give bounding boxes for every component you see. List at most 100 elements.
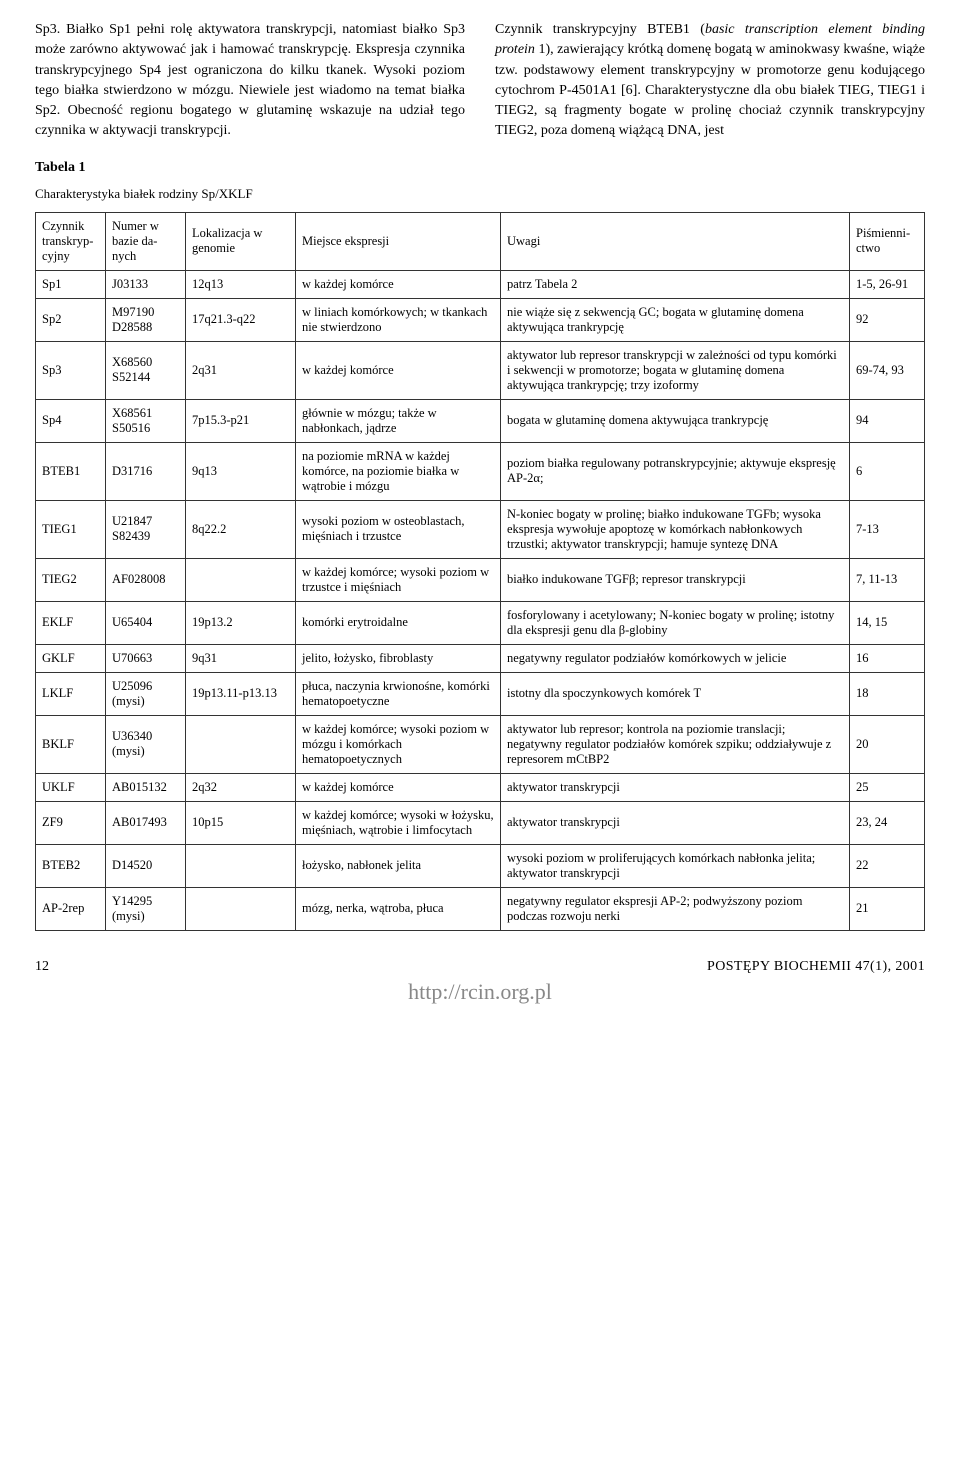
table-cell: 18 [850, 672, 925, 715]
characteristics-table: Czynnik transkryp-cyjny Numer w bazie da… [35, 212, 925, 931]
table-row: BTEB2D14520 łożysko, nabłonek jelitawysok… [36, 844, 925, 887]
table-cell: AP-2rep [36, 887, 106, 930]
table-cell: komórki erytroidalne [296, 601, 501, 644]
table-cell [186, 887, 296, 930]
table-cell: wysoki poziom w osteoblastach, mięśniach… [296, 500, 501, 558]
table-cell: ZF9 [36, 801, 106, 844]
th-factor: Czynnik transkryp-cyjny [36, 212, 106, 270]
table-cell: w liniach komórkowych; w tkankach nie st… [296, 298, 501, 341]
table-cell: 25 [850, 773, 925, 801]
table-cell: 12q13 [186, 270, 296, 298]
table-cell: 7p15.3-p21 [186, 399, 296, 442]
table-cell: 2q31 [186, 341, 296, 399]
table-cell: 2q32 [186, 773, 296, 801]
th-expression: Miejsce ekspresji [296, 212, 501, 270]
table-cell: AF028008 [106, 558, 186, 601]
table-cell: negatywny regulator ekspresji AP-2; podw… [501, 887, 850, 930]
table-cell: 7-13 [850, 500, 925, 558]
table-cell: Sp2 [36, 298, 106, 341]
table-cell: J03133 [106, 270, 186, 298]
table-cell: 7, 11-13 [850, 558, 925, 601]
table-cell: jelito, łożysko, fibroblasty [296, 644, 501, 672]
table-cell: X68560 S52144 [106, 341, 186, 399]
table-caption: Charakterystyka białek rodziny Sp/XKLF [35, 186, 925, 202]
table-row: AP-2repY14295 (mysi)mózg, nerka, wątroba… [36, 887, 925, 930]
table-row: Sp4X68561 S505167p15.3-p21głównie w mózg… [36, 399, 925, 442]
table-cell: fosforylowany i acetylowany; N-koniec bo… [501, 601, 850, 644]
table-cell: AB015132 [106, 773, 186, 801]
left-column: Sp3. Białko Sp1 pełni rolę aktywatora tr… [35, 20, 465, 142]
table-row: TIEG1U21847 S824398q22.2wysoki poziom w … [36, 500, 925, 558]
table-cell: 17q21.3-q22 [186, 298, 296, 341]
table-cell: Sp4 [36, 399, 106, 442]
table-cell: 14, 15 [850, 601, 925, 644]
table-cell: U21847 S82439 [106, 500, 186, 558]
table-cell: nie wiąże się z sekwencją GC; bogata w g… [501, 298, 850, 341]
table-cell: U65404 [106, 601, 186, 644]
table-row: LKLFU25096 (mysi)19p13.11-p13.13płuca, n… [36, 672, 925, 715]
table-cell [186, 558, 296, 601]
table-cell: 6 [850, 442, 925, 500]
intro-columns: Sp3. Białko Sp1 pełni rolę aktywatora tr… [35, 20, 925, 142]
table-cell: 94 [850, 399, 925, 442]
table-cell: X68561 S50516 [106, 399, 186, 442]
table-cell: 69-74, 93 [850, 341, 925, 399]
table-cell: aktywator transkrypcji [501, 801, 850, 844]
table-cell: w każdej komórce; wysoki poziom w trzust… [296, 558, 501, 601]
table-cell: U25096 (mysi) [106, 672, 186, 715]
table-cell: na poziomie mRNA w każdej komórce, na po… [296, 442, 501, 500]
table-cell: BTEB2 [36, 844, 106, 887]
table-cell: aktywator transkrypcji [501, 773, 850, 801]
table-cell: LKLF [36, 672, 106, 715]
table-cell: EKLF [36, 601, 106, 644]
table-row: BTEB1D317169q13na poziomie mRNA w każdej… [36, 442, 925, 500]
right-paragraph-pre: Czynnik transkrypcyjny BTEB1 ( [495, 22, 705, 37]
table-cell: wysoki poziom w proliferujących komórkac… [501, 844, 850, 887]
table-cell: 19p13.2 [186, 601, 296, 644]
table-cell: łożysko, nabłonek jelita [296, 844, 501, 887]
page-number: 12 [35, 959, 49, 975]
table-cell: w każdej komórce [296, 341, 501, 399]
watermark-url: http://rcin.org.pl [35, 979, 925, 1005]
table-cell: 9q13 [186, 442, 296, 500]
table-cell: AB017493 [106, 801, 186, 844]
table-cell: U36340 (mysi) [106, 715, 186, 773]
left-paragraph: Sp3. Białko Sp1 pełni rolę aktywatora tr… [35, 22, 465, 138]
table-cell: mózg, nerka, wątroba, płuca [296, 887, 501, 930]
table-cell: aktywator lub represor transkrypcji w za… [501, 341, 850, 399]
table-cell: Sp1 [36, 270, 106, 298]
table-row: ZF9AB01749310p15w każdej komórce; wysoki… [36, 801, 925, 844]
table-cell: 23, 24 [850, 801, 925, 844]
table-row: Sp2M97190 D2858817q21.3-q22w liniach kom… [36, 298, 925, 341]
table-cell: U70663 [106, 644, 186, 672]
table-cell: bogata w glutaminę domena aktywująca tra… [501, 399, 850, 442]
table-row: GKLFU706639q31jelito, łożysko, fibroblas… [36, 644, 925, 672]
table-row: EKLFU6540419p13.2komórki erytroidalnefos… [36, 601, 925, 644]
th-refs: Piśmienni-ctwo [850, 212, 925, 270]
right-paragraph-post: 1), zawierający krótką domenę bogatą w a… [495, 42, 925, 138]
th-notes: Uwagi [501, 212, 850, 270]
table-cell: GKLF [36, 644, 106, 672]
table-cell: TIEG1 [36, 500, 106, 558]
table-cell: 9q31 [186, 644, 296, 672]
table-cell: istotny dla spoczynkowych komórek T [501, 672, 850, 715]
table-cell: D14520 [106, 844, 186, 887]
table-cell [186, 844, 296, 887]
table-cell: 16 [850, 644, 925, 672]
table-cell: 8q22.2 [186, 500, 296, 558]
table-cell: 21 [850, 887, 925, 930]
table-cell: w każdej komórce; wysoki poziom w mózgu … [296, 715, 501, 773]
th-location: Lokalizacja w genomie [186, 212, 296, 270]
table-cell: negatywny regulator podziałów komórkowyc… [501, 644, 850, 672]
table-cell [186, 715, 296, 773]
table-cell: aktywator lub represor; kontrola na pozi… [501, 715, 850, 773]
table-cell: N-koniec bogaty w prolinę; białko induko… [501, 500, 850, 558]
table-cell: 19p13.11-p13.13 [186, 672, 296, 715]
th-number: Numer w bazie da-nych [106, 212, 186, 270]
table-cell: 10p15 [186, 801, 296, 844]
right-column: Czynnik transkrypcyjny BTEB1 (basic tran… [495, 20, 925, 142]
table-header-row: Czynnik transkryp-cyjny Numer w bazie da… [36, 212, 925, 270]
table-cell: M97190 D28588 [106, 298, 186, 341]
page-footer: 12 POSTĘPY BIOCHEMII 47(1), 2001 [35, 959, 925, 975]
table-cell: BKLF [36, 715, 106, 773]
